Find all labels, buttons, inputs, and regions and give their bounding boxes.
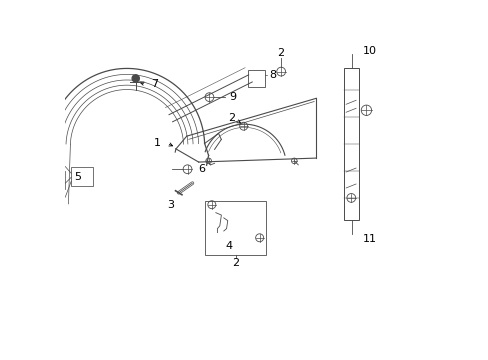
Text: 10: 10 bbox=[362, 45, 376, 55]
Bar bbox=[204, 201, 266, 255]
Bar bbox=[51, 171, 65, 189]
Text: 2: 2 bbox=[228, 113, 235, 123]
Text: 8: 8 bbox=[268, 70, 275, 80]
Text: 4: 4 bbox=[225, 241, 232, 251]
Bar bbox=[71, 167, 93, 186]
Text: 11: 11 bbox=[362, 234, 376, 244]
Text: 2: 2 bbox=[277, 48, 284, 58]
Text: 9: 9 bbox=[228, 92, 236, 102]
Text: 3: 3 bbox=[167, 200, 174, 210]
Bar bbox=[248, 69, 264, 87]
Circle shape bbox=[132, 75, 139, 82]
Text: 5: 5 bbox=[74, 172, 81, 182]
Text: 2: 2 bbox=[232, 258, 239, 268]
Text: 6: 6 bbox=[198, 164, 205, 174]
Text: 1: 1 bbox=[154, 138, 161, 148]
Text: 7: 7 bbox=[151, 79, 158, 89]
Bar bbox=[344, 68, 359, 220]
